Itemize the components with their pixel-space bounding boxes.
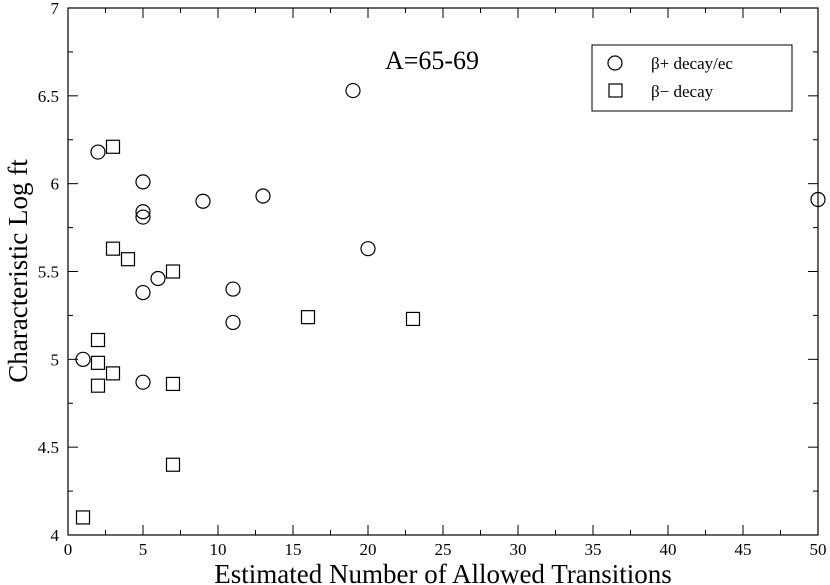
point-beta-plus [345,82,361,99]
y-tick-label: 7 [51,0,60,18]
data-points [75,82,826,525]
point-beta-minus [300,310,316,325]
point-beta-plus [90,144,106,160]
point-beta-minus [120,252,136,267]
point-beta-minus [165,264,181,279]
x-tick-label: 50 [810,540,827,559]
legend-box [591,44,793,112]
y-tick-label: 4.5 [38,438,59,457]
y-tick-label: 5 [51,350,60,369]
x-tick-label: 40 [660,540,677,559]
point-beta-plus [225,314,241,331]
point-beta-minus [90,378,106,393]
point-beta-plus [135,174,151,190]
x-tick-label: 25 [435,540,452,559]
y-tick-labels: 4 4.5 5 5.5 6 6.5 7 [38,0,60,545]
x-tick-label: 45 [735,540,752,559]
point-beta-minus [90,355,106,370]
x-tick-label: 20 [360,540,377,559]
point-beta-plus [150,270,166,287]
point-beta-plus [810,191,826,208]
axis-ticks [67,7,819,536]
point-beta-plus [360,241,376,257]
legend-marker-square [608,83,623,98]
point-beta-plus [135,204,151,220]
point-beta-minus [105,139,121,154]
x-tick-label: 30 [510,540,527,559]
y-tick-label: 4 [51,526,60,545]
x-tick-label: 15 [285,540,302,559]
y-tick-label: 6 [51,175,60,194]
chart-annotation: A=65-69 [385,46,479,75]
point-beta-minus [165,457,181,472]
y-tick-label: 5.5 [38,263,59,282]
point-beta-plus [135,284,151,301]
legend-label-beta-plus: β+ decay/ec [651,54,733,73]
x-tick-label: 10 [210,540,227,559]
x-tick-label: 35 [585,540,602,559]
point-beta-minus [105,241,121,256]
x-axis-label: Estimated Number of Allowed Transitions [214,559,671,585]
x-tick-label: 5 [139,540,148,559]
point-beta-plus [135,209,151,225]
point-beta-minus [105,366,121,381]
point-beta-plus [75,351,91,367]
x-tick-label: 0 [64,540,73,559]
point-beta-plus [225,281,241,297]
point-beta-plus [255,188,271,204]
point-beta-plus [195,193,211,209]
point-beta-plus [135,374,151,390]
point-beta-minus [165,376,181,392]
point-beta-minus [405,311,421,327]
y-tick-label: 6.5 [38,87,59,106]
x-tick-labels: 0 5 10 15 20 25 30 35 40 45 50 [64,540,827,559]
point-beta-minus [75,510,91,525]
legend-label-beta-minus: β− decay [651,82,714,101]
legend: β+ decay/ec β− decay [591,44,793,112]
point-beta-minus [90,332,106,348]
legend-marker-circle [607,55,623,71]
y-axis-label: Characteristic Log ft [3,159,33,383]
